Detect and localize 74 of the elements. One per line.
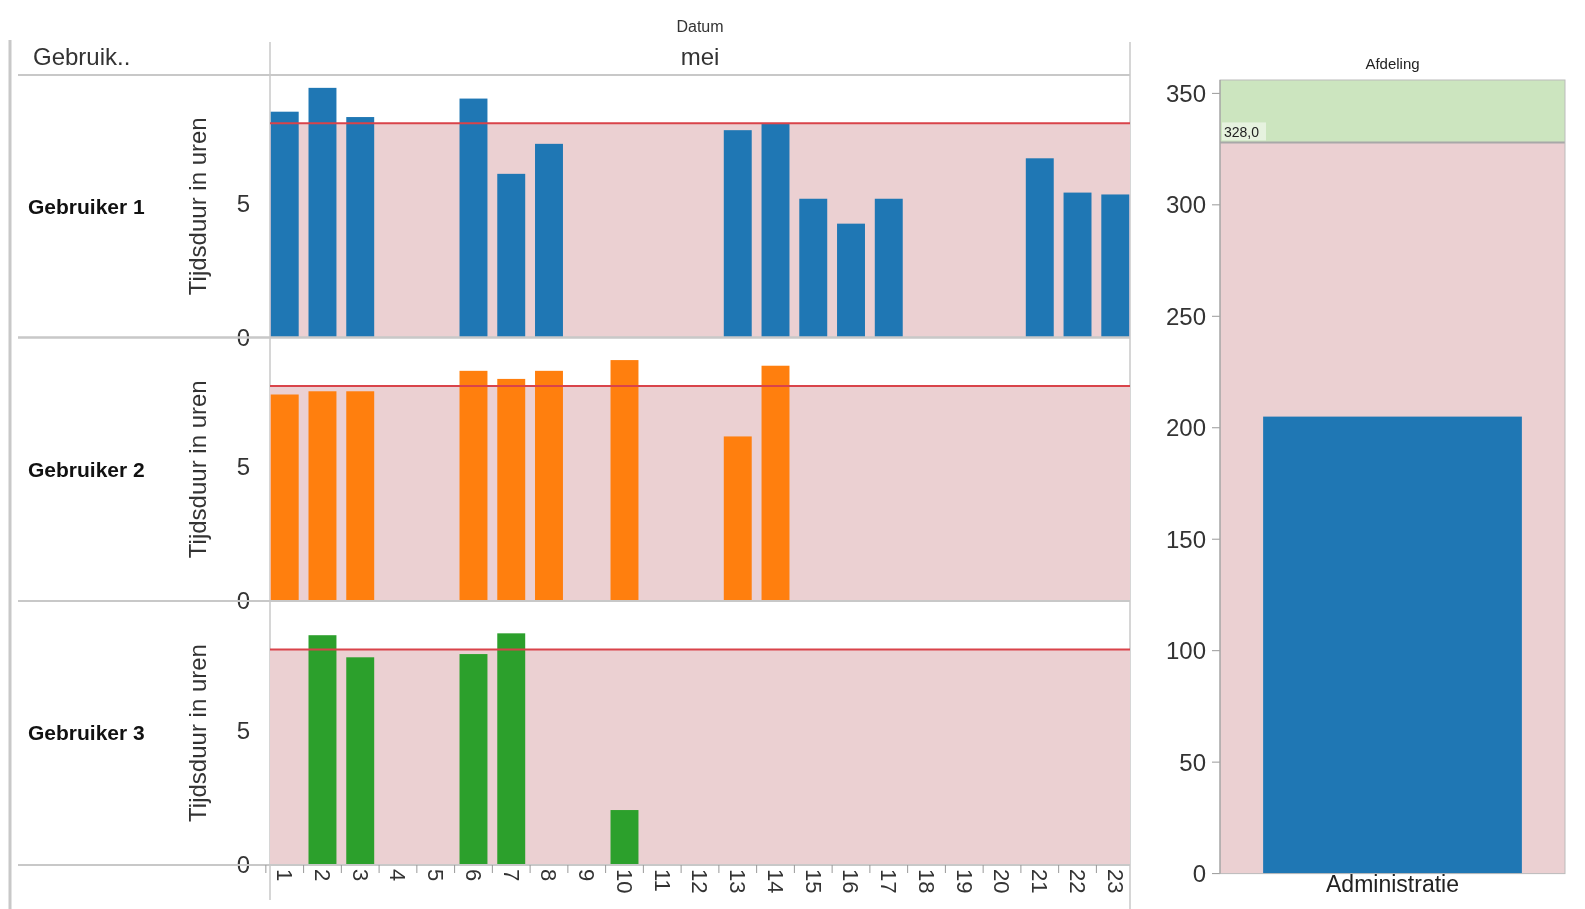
y-axis-title: Tijdsduur in uren [184, 380, 212, 559]
x-tick-label: 20 [989, 869, 1015, 894]
bar [270, 394, 299, 601]
x-tick-label: 16 [838, 869, 864, 894]
bar [799, 198, 828, 338]
bar [459, 98, 488, 338]
y-axis-title: Tijdsduur in uren [184, 117, 212, 296]
x-tick-label: 3 [347, 869, 373, 882]
y-axis-title: Tijdsduur in uren [184, 644, 212, 822]
bar [497, 633, 526, 865]
x-tick-label: 8 [536, 869, 562, 882]
bar [346, 391, 375, 601]
bar [270, 111, 299, 338]
y-tick-label: 250 [1165, 302, 1206, 330]
x-tick-label: 6 [460, 869, 486, 882]
bar [761, 124, 790, 338]
bar [535, 370, 563, 601]
text: Gebruiker 2 [28, 457, 145, 481]
bar [723, 130, 752, 338]
x-tick-label: Administratie [1326, 870, 1459, 897]
y-tick-label: 200 [1165, 414, 1206, 442]
x-tick-label: 5 [423, 869, 449, 882]
x-tick-label: 1 [272, 869, 298, 882]
text: Gebruiker 1 [28, 194, 146, 218]
bar [346, 117, 375, 338]
x-tick-label: 22 [1064, 869, 1090, 894]
x-tick-label: 2 [309, 869, 335, 882]
x-tick-label: 15 [800, 869, 826, 894]
x-tick-label: 13 [725, 869, 751, 894]
y-tick-label: 50 [1179, 748, 1206, 776]
bar [459, 654, 488, 865]
bar [610, 360, 639, 601]
bar [497, 173, 526, 338]
y-tick-label: 5 [236, 189, 250, 217]
y-tick-label: 5 [236, 452, 250, 480]
bar [761, 365, 790, 601]
bar [497, 378, 526, 601]
x-tick-label: 19 [951, 869, 977, 894]
x-tick-label: 11 [649, 869, 675, 892]
bar [610, 810, 639, 865]
bar [723, 436, 752, 601]
x-tick-label: 9 [574, 869, 600, 882]
chart-title: Afdeling [1365, 55, 1420, 72]
bar [459, 370, 488, 601]
x-tick-label: 18 [913, 869, 939, 894]
text: Gebruiker 3 [28, 721, 145, 745]
x-tick-label: 10 [611, 869, 637, 894]
x-tick-label: 12 [687, 869, 713, 894]
y-tick-label: 350 [1165, 79, 1206, 107]
bar [1063, 192, 1092, 338]
bar [308, 391, 337, 601]
y-tick-label: 100 [1165, 637, 1206, 665]
y-tick-label: 150 [1165, 525, 1206, 553]
text: mei [680, 43, 720, 70]
x-tick-label: 23 [1102, 869, 1128, 894]
y-tick-label: 5 [236, 716, 250, 744]
x-tick-label: 14 [762, 869, 788, 894]
bar [837, 223, 865, 338]
bar [308, 635, 337, 865]
x-tick-label: 17 [876, 869, 902, 894]
text: Gebruik.. [33, 43, 131, 70]
bar [1025, 158, 1054, 338]
bar [308, 87, 337, 338]
y-tick-label: 0 [1192, 860, 1206, 887]
ref-line-label: 328,0 [1224, 124, 1260, 141]
y-tick-label: 300 [1165, 191, 1206, 219]
bar [535, 143, 563, 338]
x-tick-label: 7 [498, 869, 524, 882]
bar [1101, 194, 1130, 338]
bar [874, 198, 903, 338]
x-tick-label: 4 [385, 869, 411, 882]
text: Datum [676, 18, 724, 35]
x-tick-label: 21 [1027, 869, 1053, 894]
bar [346, 657, 375, 865]
